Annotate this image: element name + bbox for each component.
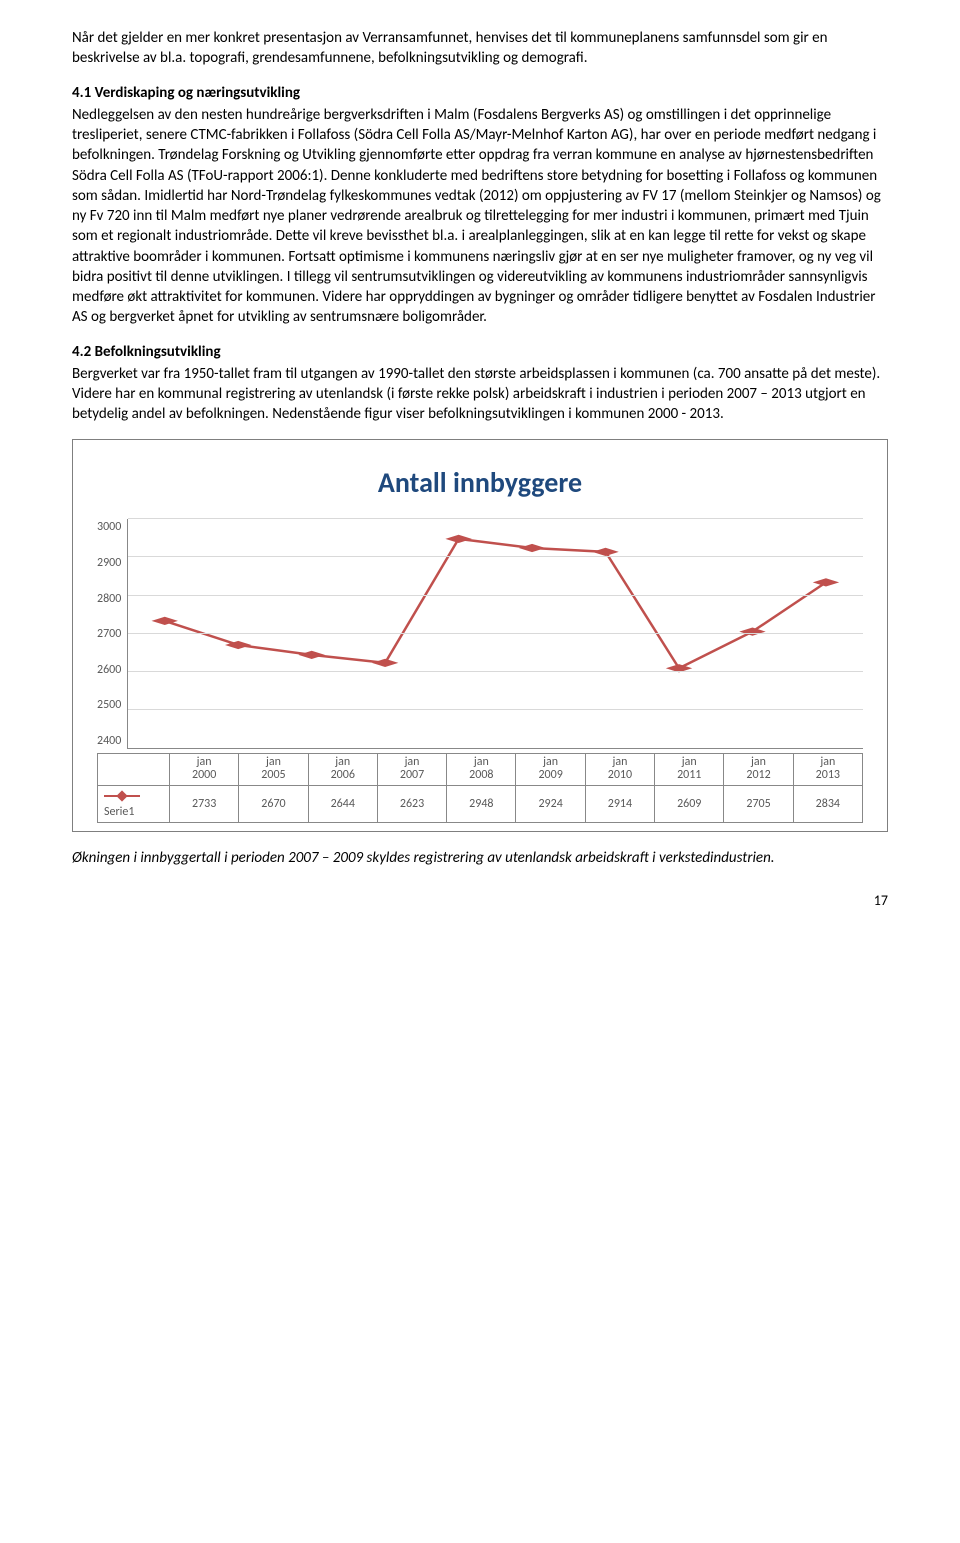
x-label-cell: jan2011 xyxy=(655,754,724,785)
data-cell: 2924 xyxy=(516,785,585,822)
y-tick-label: 2800 xyxy=(97,591,121,607)
y-tick-label: 3000 xyxy=(97,519,121,535)
gridline xyxy=(128,556,863,557)
y-tick-label: 2500 xyxy=(97,697,121,713)
population-chart-container: Antall innbyggere 3000 2900 2800 2700 2600 25… xyxy=(72,439,888,833)
x-label-cell: jan2010 xyxy=(585,754,654,785)
x-label-cell: jan2005 xyxy=(239,754,308,785)
data-cell: 2733 xyxy=(170,785,239,822)
data-cell: 2670 xyxy=(239,785,308,822)
section-4-2-heading: 4.2 Befolkningsutvikling xyxy=(72,342,888,362)
data-cell: 2609 xyxy=(655,785,724,822)
data-cell: 2644 xyxy=(308,785,377,822)
x-label-cell: jan2008 xyxy=(447,754,516,785)
gridline xyxy=(128,633,863,634)
data-cell: 2834 xyxy=(793,785,862,822)
chart-marker xyxy=(593,548,619,556)
legend-marker-icon xyxy=(104,788,140,804)
y-tick-label: 2400 xyxy=(97,733,121,749)
x-label-cell: jan2006 xyxy=(308,754,377,785)
table-corner-cell xyxy=(98,754,170,785)
x-label-cell: jan2007 xyxy=(377,754,446,785)
chart-marker xyxy=(299,651,325,659)
y-tick-label: 2900 xyxy=(97,555,121,571)
chart-marker xyxy=(813,579,839,587)
x-label-cell: jan2009 xyxy=(516,754,585,785)
gridline xyxy=(128,671,863,672)
x-label-cell: jan2013 xyxy=(793,754,862,785)
section-4-2-body: Bergverket var fra 1950-tallet fram til … xyxy=(72,364,888,425)
section-4-1-heading: 4.1 Verdiskaping og næringsutvikling xyxy=(72,83,888,103)
data-cell: 2948 xyxy=(447,785,516,822)
data-cell: 2914 xyxy=(585,785,654,822)
data-cell: 2623 xyxy=(377,785,446,822)
chart-plot-area xyxy=(127,519,863,749)
gridline xyxy=(128,595,863,596)
series-label-cell: Serie1 xyxy=(98,785,170,822)
chart-line-svg xyxy=(128,519,863,748)
chart-marker xyxy=(372,659,398,667)
chart-marker xyxy=(446,535,472,543)
chart-plot-wrapper: 3000 2900 2800 2700 2600 2500 2400 xyxy=(97,519,863,749)
chart-footnote: Økningen i innbyggertall i perioden 2007… xyxy=(72,848,888,868)
series-name-text: Serie1 xyxy=(104,805,134,819)
page-number: 17 xyxy=(72,892,888,911)
y-tick-label: 2700 xyxy=(97,626,121,642)
chart-data-table: jan2000jan2005jan2006jan2007jan2008jan20… xyxy=(97,753,863,823)
chart-y-axis: 3000 2900 2800 2700 2600 2500 2400 xyxy=(97,519,127,749)
data-cell: 2705 xyxy=(724,785,793,822)
gridline xyxy=(128,518,863,519)
x-label-cell: jan2012 xyxy=(724,754,793,785)
chart-marker xyxy=(519,544,545,552)
x-label-cell: jan2000 xyxy=(170,754,239,785)
chart-title: Antall innbyggere xyxy=(97,464,863,502)
gridline xyxy=(128,709,863,710)
intro-paragraph: Når det gjelder en mer konkret presentas… xyxy=(72,28,888,69)
section-4-1-body: Nedleggelsen av den nesten hundreårige b… xyxy=(72,105,888,328)
y-tick-label: 2600 xyxy=(97,662,121,678)
